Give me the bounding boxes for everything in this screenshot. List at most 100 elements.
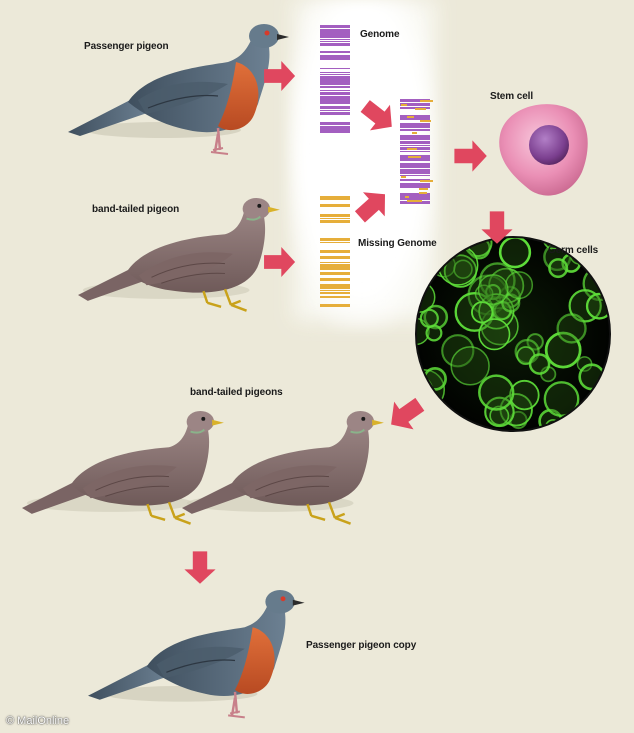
genome-bar — [400, 167, 430, 168]
band-tailed-pigeon-illustration-right — [180, 409, 386, 525]
genome-bar — [400, 193, 430, 195]
germ-cell — [478, 318, 511, 351]
genome-bar — [400, 125, 430, 128]
germ-cell — [509, 379, 540, 411]
label-stem-cell: Stem cell — [490, 91, 534, 102]
germ-cell — [568, 289, 602, 323]
genome-bar — [320, 94, 350, 95]
genome-bar — [320, 112, 350, 115]
genome-bar — [400, 169, 430, 171]
arrow-pigeons-to-copy — [184, 551, 216, 584]
genome-bar — [320, 266, 350, 268]
genome-barcode — [320, 25, 350, 133]
genome-bar — [320, 258, 350, 259]
genome-bar — [320, 110, 350, 111]
germ-cell — [594, 416, 610, 431]
genome-bar — [400, 183, 430, 185]
label-genome: Genome — [360, 29, 400, 40]
genome-bar — [400, 171, 430, 173]
germ-cell — [450, 346, 490, 386]
passenger-pigeon-copy-illustration — [86, 588, 306, 719]
genome-bar — [400, 151, 430, 152]
missing-genome-barcode — [320, 196, 350, 307]
genome-bar — [320, 86, 350, 88]
genome-bar — [320, 82, 350, 85]
arrow-missing-to-combined — [349, 182, 396, 229]
genome-bar — [320, 126, 350, 128]
missing-genome-bar — [401, 176, 406, 178]
genome-bar — [320, 220, 350, 223]
genome-bar — [320, 31, 350, 34]
germ-cell — [591, 383, 610, 420]
missing-genome-bar — [420, 100, 433, 102]
genome-bar — [400, 187, 430, 188]
genome-bar — [320, 96, 350, 99]
genome-bar — [400, 197, 430, 200]
germ-cell — [556, 313, 587, 344]
germ-cell — [419, 308, 439, 328]
arrow-combined-to-stem-cell — [454, 140, 487, 172]
germ-cell — [474, 284, 494, 304]
genome-bar — [320, 238, 350, 241]
missing-genome-bar — [407, 148, 417, 150]
genome-bar — [320, 106, 350, 108]
missing-genome-bar — [408, 156, 421, 158]
genome-bar — [400, 163, 430, 165]
germ-cell — [420, 258, 440, 278]
missing-genome-bar — [419, 188, 428, 190]
missing-genome-bar — [412, 132, 417, 134]
genome-bar — [400, 129, 430, 131]
germ-cell — [543, 381, 580, 417]
genome-bar — [400, 143, 430, 144]
germ-cell — [477, 274, 509, 305]
genome-bar — [320, 51, 350, 53]
genome-bar — [320, 68, 350, 69]
genome-bar — [320, 27, 350, 28]
genome-bar — [400, 165, 430, 168]
missing-genome-bar — [420, 180, 433, 182]
genome-bar — [320, 204, 350, 207]
genome-bar — [400, 135, 430, 137]
genome-bar — [320, 39, 350, 40]
genome-bar — [320, 122, 350, 124]
missing-genome-bar — [415, 108, 426, 110]
genome-bar — [400, 185, 430, 187]
genome-bar — [400, 175, 430, 176]
genome-bar — [320, 198, 350, 200]
genome-bar — [320, 25, 350, 27]
genome-bar — [400, 141, 430, 144]
genome-bar — [400, 195, 430, 197]
label-band-tailed-pigeon: band-tailed pigeon — [92, 204, 180, 215]
genome-bar — [400, 115, 430, 118]
label-band-tailed-pigeons: band-tailed pigeons — [190, 387, 283, 398]
genome-bar — [320, 242, 350, 243]
genome-bar — [320, 41, 350, 42]
genome-bar — [320, 92, 350, 94]
genome-bar — [320, 72, 350, 73]
arrow-passenger-to-genome — [264, 61, 296, 91]
genome-bar — [320, 35, 350, 38]
missing-genome-bar — [407, 200, 422, 202]
genome-bar — [320, 43, 350, 45]
genome-bar — [320, 78, 350, 80]
missing-genome-bar — [407, 116, 414, 118]
genome-bar — [320, 262, 350, 263]
genome-bar — [320, 284, 350, 286]
genome-bar — [320, 33, 350, 35]
genome-bar — [400, 99, 430, 102]
genome-bar — [400, 117, 430, 120]
genome-bar — [320, 240, 350, 241]
label-germ-cells: Germ cells — [548, 245, 599, 256]
combined-genome-barcode — [400, 99, 433, 204]
genome-bar — [320, 74, 350, 75]
genome-bar — [320, 128, 350, 130]
mailonline-credit: © MailOnline — [6, 715, 70, 727]
genome-bar — [320, 252, 350, 253]
missing-genome-bar — [420, 120, 431, 122]
genome-bar — [320, 29, 350, 31]
germ-cell — [548, 258, 569, 279]
arrow-bandtailed-to-missing-genome — [264, 247, 296, 277]
germ-cell — [423, 304, 449, 330]
germ-cell — [489, 405, 510, 426]
